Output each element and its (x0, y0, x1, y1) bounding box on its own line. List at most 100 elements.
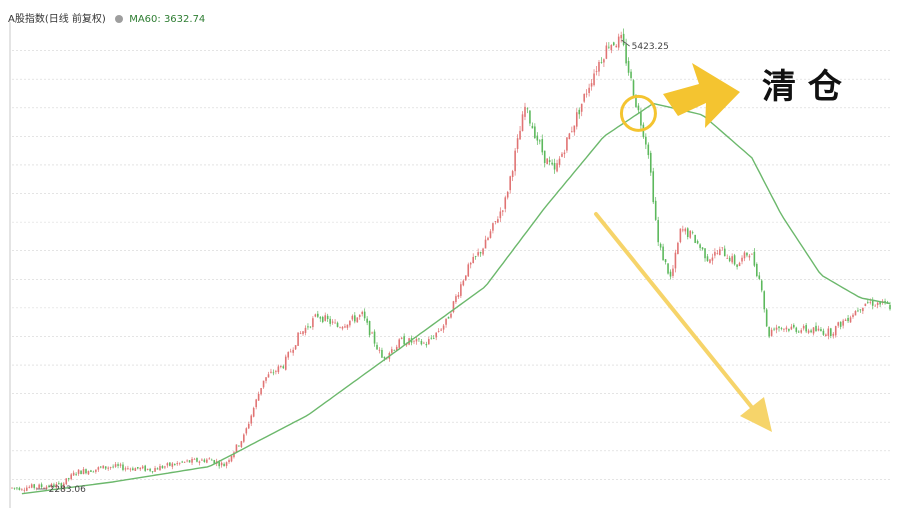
candle-body (437, 331, 440, 332)
candle-body (869, 301, 872, 303)
candle-body (462, 280, 465, 286)
candle-body (346, 324, 349, 328)
candle-body (354, 315, 356, 322)
candle-body (553, 162, 556, 170)
candle-body (775, 327, 778, 330)
candle-body (524, 106, 526, 117)
chart-header: A股指数(日线 前复权) MA60: 3632.74 (8, 10, 205, 25)
candle-body (72, 472, 75, 476)
candle-body (862, 307, 864, 312)
candle-body (736, 264, 738, 267)
candle-body (107, 467, 109, 469)
candle-body (233, 452, 235, 458)
candle-body (477, 252, 479, 256)
candle-body (363, 311, 366, 319)
candle-body (238, 445, 240, 447)
candle-body (595, 71, 598, 72)
candle-body (159, 466, 161, 471)
candle-body (87, 471, 90, 475)
candle-body (519, 130, 521, 140)
candle-body (864, 303, 867, 307)
candle-body (117, 464, 119, 466)
candle-body (23, 489, 26, 491)
candle-body (230, 455, 233, 462)
candle-body (435, 332, 438, 338)
candle-body (615, 45, 618, 48)
candle-body (282, 366, 285, 369)
candle-body (77, 469, 80, 474)
candle-body (501, 210, 504, 212)
candle-body (289, 351, 292, 353)
candle-body (649, 152, 652, 173)
candle-body (312, 318, 314, 328)
candle-body (812, 327, 815, 334)
candle-body (356, 317, 359, 323)
chart-title: A股指数(日线 前复权) (8, 14, 106, 25)
candle-body (504, 197, 507, 209)
candle-body (790, 326, 793, 330)
candle-body (321, 316, 324, 323)
candle-body (304, 327, 307, 333)
candle-body (257, 393, 260, 401)
candle-body (575, 112, 578, 127)
candle-body (164, 466, 166, 468)
candle-body (366, 318, 368, 323)
candle-body (460, 284, 462, 296)
candle-body (541, 139, 544, 153)
candle-body (590, 83, 593, 87)
candle-body (275, 371, 277, 372)
candle-body (802, 326, 805, 329)
candle-body (218, 462, 220, 467)
candle-body (82, 469, 85, 475)
candle-body (324, 315, 327, 321)
candle-body (146, 468, 149, 470)
candle-body (25, 487, 28, 491)
candle-body (405, 344, 408, 346)
candle-body (430, 337, 433, 339)
candle-body (482, 248, 484, 255)
candle-body (245, 428, 248, 434)
candle-body (879, 301, 881, 305)
candle-body (763, 291, 766, 310)
candle-body (746, 252, 748, 256)
candle-body (297, 332, 299, 346)
candle-body (201, 459, 203, 461)
candle-body (617, 36, 620, 48)
candle-body (55, 484, 58, 488)
candle-body (240, 441, 243, 447)
candle-body (499, 211, 502, 219)
candle-body (141, 466, 144, 469)
candle-body (526, 108, 529, 110)
candle-body (694, 234, 696, 243)
candle-body (341, 326, 344, 329)
candle-body (521, 114, 524, 132)
candle-body (654, 200, 657, 220)
candle-body (198, 461, 201, 463)
candle-body (827, 328, 830, 336)
candle-body (588, 87, 590, 93)
high-label: 5423.25 (632, 42, 669, 52)
candle-body (751, 253, 753, 255)
candle-body (780, 328, 783, 329)
candle-body (733, 255, 736, 265)
candle-body (220, 462, 223, 466)
peak-highlight-circle (619, 94, 657, 132)
candle-body (428, 339, 430, 345)
candle-body (743, 252, 746, 259)
candle-body (60, 483, 63, 488)
candle-body (847, 317, 849, 322)
candle-body (247, 423, 250, 429)
candle-body (728, 257, 731, 262)
candle-body (514, 150, 516, 172)
candle-body (178, 462, 181, 464)
candle-body (635, 94, 637, 107)
candle-body (706, 256, 709, 262)
candle-body (28, 486, 31, 488)
candle-body (664, 259, 667, 262)
candle-body (442, 325, 445, 330)
candle-body (40, 484, 43, 488)
candle-body (593, 73, 595, 86)
candle-body (551, 162, 553, 165)
candle-body (65, 478, 68, 485)
